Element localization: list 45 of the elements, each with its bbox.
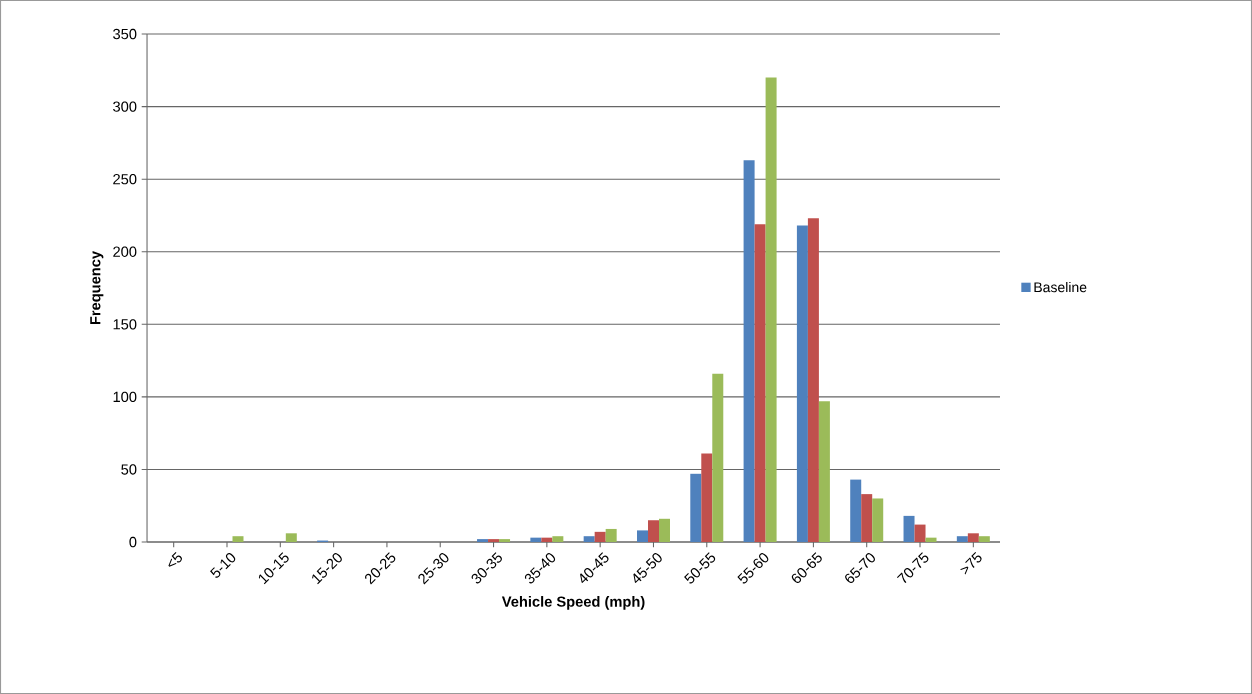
bar [701, 453, 713, 542]
bar [636, 530, 648, 542]
bar [754, 224, 766, 542]
y-tick-label: 200 [113, 246, 137, 257]
y-tick-label: 250 [113, 173, 137, 185]
y-axis-title: Frequency [90, 251, 104, 325]
bar [818, 401, 830, 542]
bar [796, 225, 808, 542]
legend-label: Baseline [1034, 281, 1087, 293]
y-tick-label: 300 [113, 101, 137, 112]
y-tick-label: 350 [113, 28, 137, 40]
bar [967, 533, 979, 542]
y-tick-label: 100 [113, 391, 137, 403]
bar [807, 218, 819, 542]
x-tick-label: <5 [168, 552, 182, 567]
bar [530, 537, 542, 542]
bar [605, 528, 617, 542]
bar [956, 536, 968, 542]
bar [583, 536, 595, 542]
bar [903, 515, 915, 542]
bar [541, 537, 553, 542]
bar [743, 160, 755, 542]
y-tick-label: 0 [129, 536, 137, 548]
bar [765, 77, 777, 542]
bar [861, 494, 873, 542]
bar [488, 539, 500, 542]
y-tick-label: 150 [113, 319, 137, 330]
bar [872, 498, 884, 542]
bar [850, 479, 862, 542]
bar [285, 533, 297, 542]
bar [690, 473, 702, 542]
bar [552, 536, 564, 542]
bar [914, 524, 926, 542]
x-axis-title: Vehicle Speed (mph) [501, 596, 645, 610]
bar [594, 531, 606, 542]
bar [978, 536, 990, 542]
bar [499, 539, 511, 542]
bar [477, 539, 489, 542]
bar [658, 518, 670, 542]
bar [925, 537, 937, 542]
x-tick-label: >75 [960, 552, 982, 575]
y-tick-label: 50 [121, 464, 137, 475]
bar [647, 520, 659, 542]
bar [712, 373, 724, 542]
bar [232, 536, 244, 542]
